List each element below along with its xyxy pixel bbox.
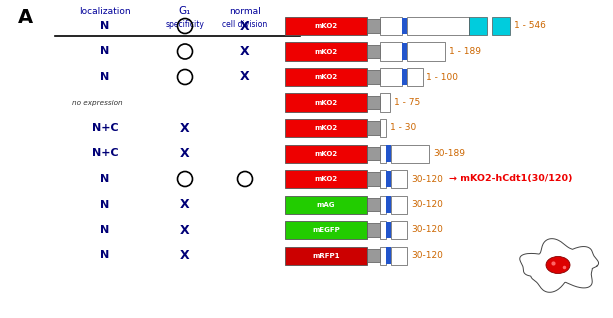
Text: 30-120: 30-120 [411, 200, 443, 209]
Text: mKO2: mKO2 [314, 176, 338, 182]
Bar [391, 221, 407, 239]
Bar [367, 19, 380, 33]
Bar [380, 246, 386, 265]
Bar [380, 43, 402, 60]
Bar [285, 93, 367, 112]
Text: X: X [180, 249, 190, 262]
Text: X: X [180, 224, 190, 237]
Bar [367, 249, 380, 262]
Bar [386, 197, 391, 213]
Bar [470, 17, 487, 35]
Text: mKO2: mKO2 [314, 49, 338, 54]
Bar [367, 70, 380, 84]
Text: N: N [101, 251, 110, 260]
Bar [408, 43, 446, 60]
Text: → mKO2-hCdt1(30/120): → mKO2-hCdt1(30/120) [449, 175, 573, 183]
Text: specificity: specificity [166, 20, 205, 29]
Bar [391, 196, 407, 213]
Text: 30-120: 30-120 [411, 225, 443, 234]
Text: N: N [101, 21, 110, 31]
Bar [492, 17, 511, 35]
Text: mEGFP: mEGFP [312, 227, 340, 233]
Bar [380, 119, 386, 137]
Bar [408, 68, 422, 86]
Bar [285, 170, 367, 188]
Text: X: X [180, 198, 190, 211]
Text: mKO2: mKO2 [314, 150, 338, 156]
Bar [391, 144, 429, 162]
Text: normal: normal [229, 7, 261, 16]
Ellipse shape [546, 257, 570, 273]
Text: 1 - 75: 1 - 75 [394, 98, 421, 107]
Text: cell division: cell division [223, 20, 268, 29]
Text: N: N [101, 46, 110, 57]
Bar [285, 119, 367, 137]
Text: 30-120: 30-120 [411, 251, 443, 260]
Text: N: N [101, 225, 110, 235]
Text: 1 - 189: 1 - 189 [449, 47, 481, 56]
Bar [386, 222, 391, 238]
Bar [380, 221, 386, 239]
Bar [380, 68, 402, 86]
Text: mKO2: mKO2 [314, 125, 338, 131]
Text: localization: localization [79, 7, 131, 16]
Text: X: X [240, 45, 250, 58]
Bar [367, 45, 380, 58]
Text: N: N [101, 174, 110, 184]
Bar [391, 170, 407, 188]
Bar [367, 198, 380, 211]
Text: 1 - 100: 1 - 100 [427, 73, 459, 81]
Text: X: X [180, 121, 190, 135]
Text: 1 - 546: 1 - 546 [514, 22, 546, 31]
Bar [285, 221, 367, 239]
Bar [380, 170, 386, 188]
Bar [285, 196, 367, 213]
Bar [386, 247, 391, 264]
Text: mKO2: mKO2 [314, 23, 338, 29]
Bar [408, 17, 470, 35]
Bar [367, 121, 380, 135]
Polygon shape [520, 239, 598, 292]
Text: mKO2: mKO2 [314, 74, 338, 80]
Text: N+C: N+C [92, 123, 118, 133]
Bar [285, 246, 367, 265]
Text: G₁: G₁ [179, 6, 191, 16]
Bar [285, 43, 367, 60]
Text: X: X [240, 71, 250, 84]
Text: X: X [180, 147, 190, 160]
Bar [380, 93, 390, 112]
Text: 30-189: 30-189 [433, 149, 465, 158]
Text: 1 - 30: 1 - 30 [390, 123, 416, 133]
Text: mAG: mAG [317, 202, 335, 208]
Bar [391, 246, 407, 265]
Text: 30-120: 30-120 [411, 175, 443, 183]
Text: X: X [240, 19, 250, 32]
Text: N: N [101, 72, 110, 82]
Bar [386, 171, 391, 187]
Bar [380, 144, 386, 162]
Bar [367, 147, 380, 160]
Text: N: N [101, 199, 110, 210]
Bar [380, 196, 386, 213]
Bar [367, 223, 380, 237]
Bar [367, 96, 380, 109]
Bar [402, 69, 408, 85]
Bar [386, 145, 391, 162]
Bar [402, 43, 408, 59]
Text: A: A [18, 8, 33, 27]
Text: mRFP1: mRFP1 [312, 252, 340, 259]
Text: N+C: N+C [92, 149, 118, 158]
Bar [285, 17, 367, 35]
Bar [367, 172, 380, 186]
Bar [380, 17, 402, 35]
Bar [402, 18, 408, 34]
Text: no expression: no expression [72, 100, 123, 106]
Bar [285, 68, 367, 86]
Text: mKO2: mKO2 [314, 100, 338, 106]
Bar [285, 144, 367, 162]
